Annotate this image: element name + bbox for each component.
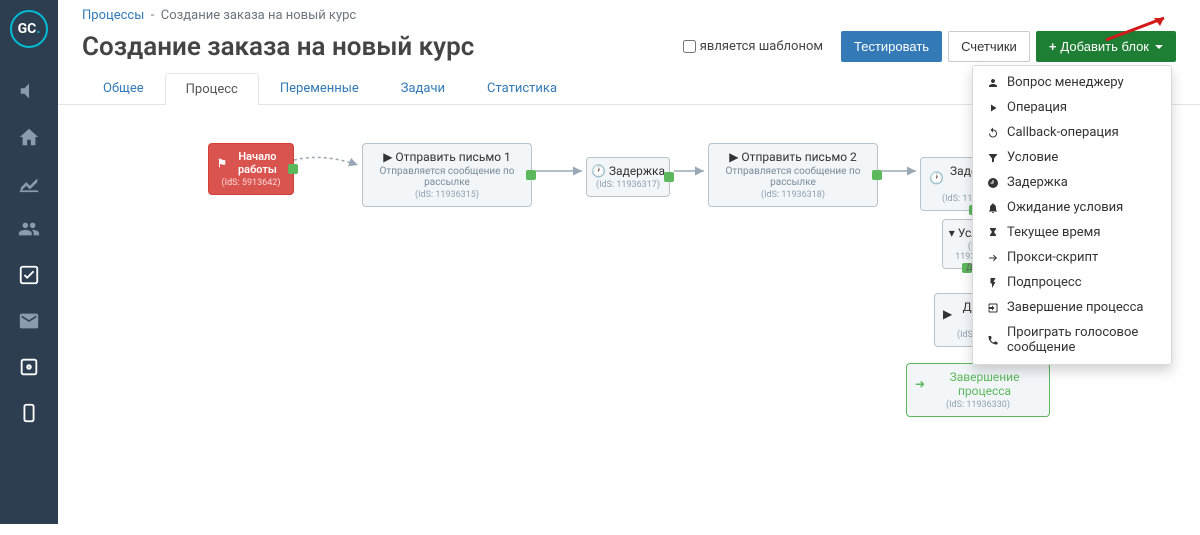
node-delay1[interactable]: 🕐Задержка (IdS: 11936317) xyxy=(586,157,670,197)
dropdown-item-proxy[interactable]: Прокси-скрипт xyxy=(973,245,1171,270)
nav-sound-icon[interactable] xyxy=(0,68,58,114)
nav-users-icon[interactable] xyxy=(0,206,58,252)
play-icon: ▶ xyxy=(383,150,392,164)
template-checkbox[interactable]: является шаблоном xyxy=(683,39,823,54)
node-send1[interactable]: ▶Отправить письмо 1 Отправляется сообщен… xyxy=(362,143,532,207)
dropdown-item-callback[interactable]: Callback-операция xyxy=(973,120,1171,145)
clock-icon: 🕐 xyxy=(929,171,944,185)
test-button[interactable]: Тестировать xyxy=(841,31,942,62)
caret-down-icon xyxy=(1155,45,1163,49)
filter-icon: ▾ xyxy=(949,226,955,240)
dropdown-item-delay[interactable]: Задержка xyxy=(973,170,1171,195)
exit-icon: ➜ xyxy=(915,377,925,391)
add-block-button[interactable]: + Добавить блок xyxy=(1036,31,1176,62)
dropdown-item-operation[interactable]: Операция xyxy=(973,95,1171,120)
port[interactable] xyxy=(664,172,674,182)
nav-square-icon[interactable] xyxy=(0,344,58,390)
nav-phone-icon[interactable] xyxy=(0,390,58,436)
tab-process[interactable]: Процесс xyxy=(165,73,259,105)
dropdown-item-voice[interactable]: Проиграть голосовое сообщение xyxy=(973,320,1171,360)
breadcrumb-root[interactable]: Процессы xyxy=(82,8,144,23)
dropdown-item-question[interactable]: Вопрос менеджеру xyxy=(973,70,1171,95)
nav-check-icon[interactable] xyxy=(0,252,58,298)
node-start[interactable]: ⚑Начало работы (IdS: 5913642) xyxy=(208,143,294,195)
tab-variables[interactable]: Переменные xyxy=(259,72,380,104)
dropdown-item-time[interactable]: Текущее время xyxy=(973,220,1171,245)
dropdown-item-subprocess[interactable]: Подпроцесс xyxy=(973,270,1171,295)
flag-icon: ⚑ xyxy=(217,157,227,170)
breadcrumb-current: Создание заказа на новый курс xyxy=(161,8,356,23)
counters-button[interactable]: Счетчики xyxy=(948,31,1030,62)
plus-icon: + xyxy=(1049,39,1057,54)
page-title: Создание заказа на новый курс xyxy=(82,32,683,62)
tab-stats[interactable]: Статистика xyxy=(466,72,578,104)
port[interactable] xyxy=(526,170,536,180)
dropdown-item-condition[interactable]: Условие xyxy=(973,145,1171,170)
logo[interactable]: GC. xyxy=(10,10,48,48)
breadcrumb: Процессы - Создание заказа на новый курс xyxy=(58,8,1200,23)
node-send2[interactable]: ▶Отправить письмо 2 Отправляется сообщен… xyxy=(708,143,878,207)
nav-chart-icon[interactable] xyxy=(0,160,58,206)
template-checkbox-input[interactable] xyxy=(683,40,696,53)
port[interactable] xyxy=(288,164,298,174)
nav-mail-icon[interactable] xyxy=(0,298,58,344)
nav-home-icon[interactable] xyxy=(0,114,58,160)
tab-general[interactable]: Общее xyxy=(82,72,165,104)
clock-icon: 🕐 xyxy=(591,164,606,178)
dropdown-item-end[interactable]: Завершение процесса xyxy=(973,295,1171,320)
tab-tasks[interactable]: Задачи xyxy=(380,72,466,104)
play-icon: ▶ xyxy=(729,150,738,164)
sidebar: GC. xyxy=(0,0,58,524)
header: Создание заказа на новый курс является ш… xyxy=(58,31,1200,62)
play-icon: ▶ xyxy=(943,307,952,321)
node-end[interactable]: ➜Завершение процесса (IdS: 11936330) xyxy=(906,363,1050,417)
port[interactable] xyxy=(872,170,882,180)
add-block-dropdown: Вопрос менеджеру Операция Callback-опера… xyxy=(972,65,1172,365)
dropdown-item-wait[interactable]: Ожидание условия xyxy=(973,195,1171,220)
